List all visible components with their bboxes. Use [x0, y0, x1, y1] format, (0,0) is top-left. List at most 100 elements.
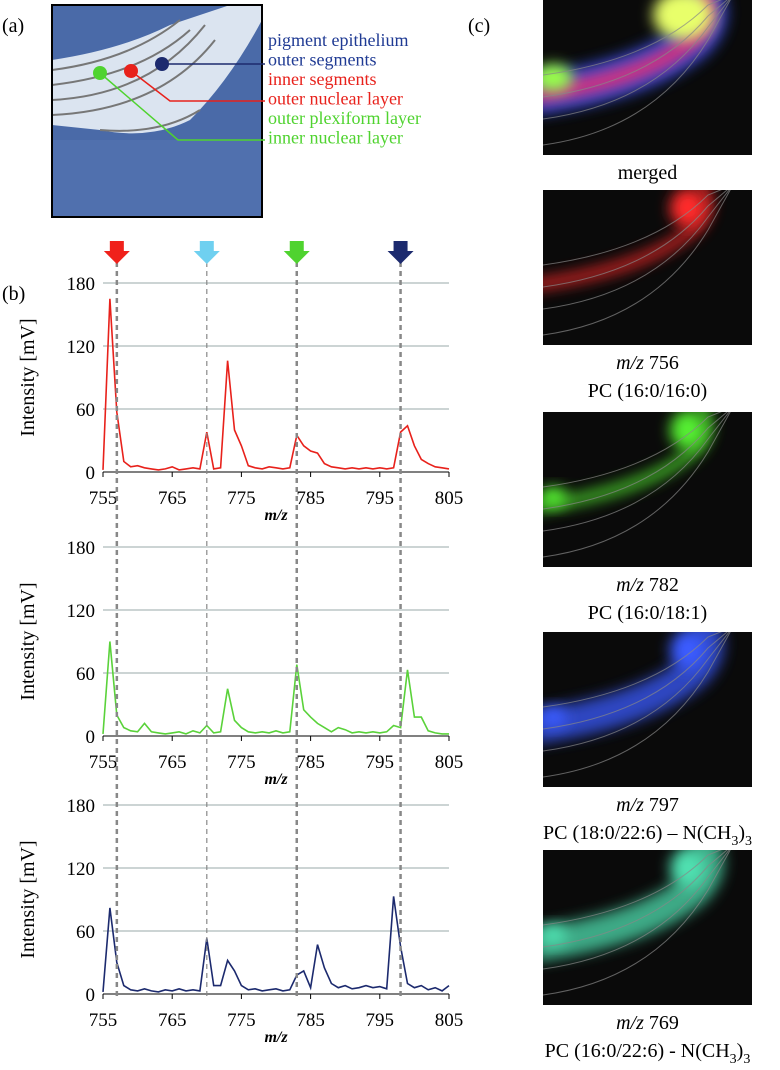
- blob: [670, 632, 706, 670]
- mz-prefix: m/z: [616, 352, 644, 374]
- x-tick-label: 805: [435, 1010, 464, 1031]
- contour: [543, 850, 730, 970]
- y-tick-label: 120: [67, 859, 96, 880]
- layer-label: inner nuclear layer: [268, 128, 403, 148]
- image-mz: m/z 782: [616, 574, 679, 596]
- lipid-name-part: PC (18:0/22:6) – N(CH: [543, 822, 731, 844]
- image-content: [543, 412, 731, 558]
- mz-value: 756: [649, 352, 679, 374]
- y-tick-label: 0: [86, 985, 96, 1006]
- x-tick-label: 805: [435, 752, 464, 773]
- blob: [543, 412, 713, 512]
- reference-arrow: [103, 241, 130, 264]
- y-tick-label: 120: [67, 337, 96, 358]
- subscript: 3: [730, 1052, 737, 1065]
- reference-arrow: [283, 241, 310, 264]
- blob: [543, 850, 724, 961]
- layer-label: outer segments: [268, 50, 376, 70]
- y-axis-label: Intensity [mV]: [17, 840, 39, 958]
- ion-image: [543, 632, 752, 787]
- blob: [653, 0, 713, 40]
- contour: [543, 190, 722, 266]
- ion-image: [543, 412, 752, 567]
- blob: [670, 412, 706, 450]
- mz-value: 797: [649, 794, 679, 816]
- panel-label: (a): [2, 15, 24, 37]
- ion-image: [543, 850, 752, 1005]
- spectrum-line: [102, 298, 450, 471]
- y-tick-label: 0: [86, 463, 96, 484]
- contour: [543, 850, 731, 996]
- blob: [543, 190, 713, 290]
- contour: [543, 632, 728, 730]
- y-tick-label: 60: [76, 922, 95, 943]
- retina-image: [52, 5, 262, 217]
- x-axis-label: m/z: [264, 1029, 288, 1046]
- image-background: [543, 412, 752, 567]
- subscript: 3: [743, 1052, 750, 1065]
- blob: [670, 850, 706, 888]
- x-tick-label: 785: [296, 752, 325, 773]
- image-content: [543, 632, 731, 778]
- subscript: 3: [731, 834, 738, 849]
- lipid-name-part: ): [738, 822, 745, 844]
- blob: [543, 925, 567, 945]
- contour: [543, 190, 728, 288]
- x-tick-label: 755: [89, 752, 118, 773]
- y-tick-label: 0: [86, 727, 96, 748]
- contour: [543, 632, 722, 708]
- y-tick-label: 60: [76, 664, 95, 685]
- y-axis-label: Intensity [mV]: [17, 318, 39, 436]
- lipid-name: PC (16:0/16:0): [588, 380, 707, 402]
- contour: [543, 412, 730, 532]
- y-tick-label: 120: [67, 601, 96, 622]
- x-tick-label: 765: [158, 488, 187, 509]
- x-tick-label: 805: [435, 488, 464, 509]
- mz-value: 769: [649, 1012, 679, 1034]
- lipid-name-part: PC (16:0/16:0): [588, 380, 707, 402]
- layer-pointers: [93, 57, 265, 141]
- x-tick-label: 785: [296, 1010, 325, 1031]
- image-content: [543, 0, 731, 146]
- mz-prefix: m/z: [616, 574, 644, 596]
- image-mz: m/z 756: [616, 352, 679, 374]
- lipid-name: PC (16:0/22:6) - N(CH3)3: [545, 1040, 751, 1065]
- x-tick-label: 795: [366, 488, 395, 509]
- blob: [543, 64, 573, 92]
- x-tick-label: 775: [227, 752, 256, 773]
- lipid-name-part: PC (16:0/18:1): [588, 602, 707, 624]
- image-mz: m/z 769: [616, 1012, 679, 1034]
- mz-prefix: m/z: [616, 794, 644, 816]
- image-content: [543, 190, 731, 336]
- contour: [543, 850, 728, 948]
- blob: [543, 487, 567, 507]
- x-tick-label: 765: [158, 752, 187, 773]
- contour: [543, 412, 722, 488]
- layer-label: pigment epithelium: [268, 30, 408, 50]
- x-tick-label: 775: [227, 488, 256, 509]
- contour: [543, 850, 722, 926]
- image-background: [543, 190, 752, 345]
- layer-label: outer nuclear layer: [268, 89, 403, 109]
- contour: [543, 0, 730, 120]
- contour: [543, 0, 728, 98]
- y-axis-label: Intensity [mV]: [17, 582, 39, 700]
- panel-label: (b): [2, 283, 25, 305]
- x-axis-label: m/z: [264, 507, 288, 524]
- subscript: 3: [745, 834, 752, 849]
- mz-value: 782: [649, 574, 679, 596]
- image-frame: [51, 4, 263, 218]
- x-tick-label: 795: [366, 752, 395, 773]
- contour: [543, 0, 731, 146]
- x-tick-label: 785: [296, 488, 325, 509]
- spectrum-line: [102, 896, 450, 993]
- ion-image: [543, 190, 752, 345]
- mz-prefix: m/z: [616, 1012, 644, 1034]
- layer-label: inner segments: [268, 69, 376, 89]
- contour: [543, 0, 722, 76]
- spectrum-line: [102, 641, 449, 735]
- blob: [543, 707, 567, 727]
- lipid-name: PC (18:0/22:6) – N(CH3)3: [543, 822, 752, 849]
- x-axis-label: m/z: [264, 771, 288, 788]
